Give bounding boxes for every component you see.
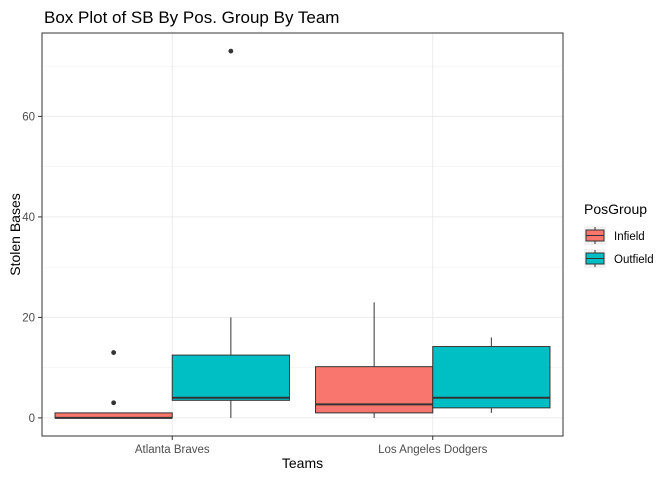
y-axis-title: Stolen Bases bbox=[7, 193, 23, 276]
box-outfield-1 bbox=[432, 337, 551, 413]
outlier-point bbox=[111, 350, 117, 355]
x-axis-title: Teams bbox=[282, 455, 323, 471]
plot-border bbox=[41, 32, 564, 437]
y-tick-label: 0 bbox=[29, 413, 35, 425]
legend-label-infield: Infield bbox=[614, 231, 645, 243]
y-axis: 0 20 40 60 bbox=[22, 111, 42, 425]
y-tick-label: 60 bbox=[22, 111, 35, 123]
x-tick-label: Atlanta Braves bbox=[135, 444, 210, 456]
box-iqr bbox=[315, 366, 434, 414]
legend-label-outfield: Outfield bbox=[614, 254, 654, 266]
chart-title: Box Plot of SB By Pos. Group By Team bbox=[44, 8, 339, 27]
box-outfield-0 bbox=[171, 48, 290, 418]
x-tick-label: Los Angeles Dodgers bbox=[378, 444, 488, 456]
legend: PosGroup Infield Outfield bbox=[584, 201, 654, 268]
outlier-point bbox=[111, 400, 117, 406]
box-iqr bbox=[171, 354, 290, 401]
y-tick-label: 40 bbox=[22, 212, 35, 224]
boxes-layer bbox=[54, 48, 551, 419]
y-tick-label: 20 bbox=[22, 312, 35, 324]
box-infield-0 bbox=[54, 350, 173, 419]
legend-title: PosGroup bbox=[584, 201, 647, 217]
outlier-point bbox=[228, 48, 234, 54]
x-axis: Atlanta Braves Los Angeles Dodgers bbox=[135, 436, 488, 456]
